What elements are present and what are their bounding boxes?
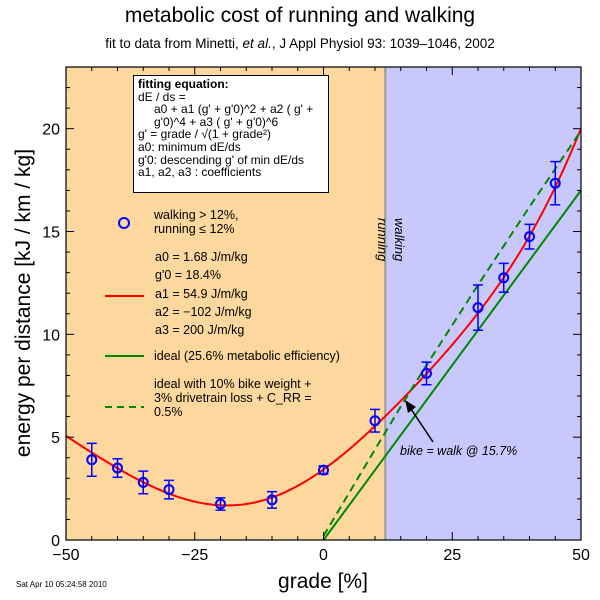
annotation-arrow <box>408 405 434 443</box>
y-axis-label: energy per distance [kJ / km / kg] <box>12 149 35 457</box>
data-point <box>266 494 278 506</box>
y-tick-label: 5 <box>51 430 60 447</box>
y-tick-label: 0 <box>51 533 60 550</box>
subtitle-citation: , J Appl Physiol 93: 1039–1046, 2002 <box>271 36 495 51</box>
equation-heading: fitting equation: <box>138 77 229 91</box>
equation-line-1: dE / ds = <box>138 89 186 104</box>
data-point <box>163 484 175 496</box>
running-region-label: running <box>375 218 390 262</box>
data-point <box>215 498 226 510</box>
fitting-equation-box: fitting equation: dE / ds = a0 + a1 (g' … <box>133 75 329 193</box>
x-axis-label: grade [%] <box>278 570 368 593</box>
equation-line-2: a0 + a1 (g' + g'0)^2 + a2 ( g' + g'0)^4 … <box>154 102 314 129</box>
equation-line-5: g'0: descending g' of min dE/ds <box>138 152 305 167</box>
subtitle-prefix: fit to data from Minetti, <box>105 36 243 51</box>
data-point <box>524 231 535 243</box>
legend-text-points: walking > 12%, running ≤ 12% <box>154 208 239 236</box>
legend-text-ideal-bike: ideal with 10% bike weight + 3% drivetra… <box>154 377 312 419</box>
fit-param-a3: a3 = 200 J/m/kg <box>155 323 245 337</box>
x-tick-label: −25 <box>181 547 208 564</box>
chart-title: metabolic cost of running and walking <box>124 4 476 27</box>
annotation-arrowhead <box>405 400 416 413</box>
data-point <box>472 302 484 314</box>
data-point <box>421 367 432 379</box>
legend-marker-points <box>118 217 130 229</box>
x-tick-label: 25 <box>443 547 461 564</box>
data-point <box>498 272 510 284</box>
data-point <box>369 415 381 427</box>
axis-tick-labels: −50 −25 0 25 50 0 5 10 15 20 <box>42 122 590 564</box>
equation-line-6: a1, a2, a3 : coefficients <box>138 165 262 180</box>
subtitle-etal: et al. <box>242 36 272 51</box>
ideal-efficiency-line <box>322 189 581 540</box>
fit-param-a1: a1 = 54.9 J/m/kg <box>155 287 248 301</box>
data-point <box>137 476 149 488</box>
crossover-annotation: bike = walk @ 15.7% <box>400 444 518 458</box>
chart-subtitle: fit to data from Minetti, et al., J Appl… <box>0 36 600 51</box>
data-points-layer <box>86 160 561 511</box>
axis-ticks <box>65 66 582 541</box>
equation-line-3: g' = grade / √(1 + grade²) <box>138 127 271 142</box>
data-point <box>318 464 329 476</box>
fit-param-g0: g'0 = 18.4% <box>155 268 221 282</box>
data-point <box>549 177 561 189</box>
x-tick-label: −50 <box>52 547 79 564</box>
fit-param-a2: a2 = −102 J/m/kg <box>155 305 252 319</box>
y-tick-label: 10 <box>42 327 60 344</box>
legend-text-ideal: ideal (25.6% metabolic efficiency) <box>154 349 340 363</box>
fit-param-a0: a0 = 1.68 J/m/kg <box>155 250 248 264</box>
timestamp: Sat Apr 10 05:24:58 2010 <box>16 580 107 589</box>
walking-region-background <box>385 67 581 540</box>
data-point <box>86 454 98 466</box>
x-tick-label: 50 <box>572 547 590 564</box>
walking-region-label: walking <box>392 218 407 262</box>
equation-line-4: a0: minimum dE/ds <box>138 139 241 154</box>
y-tick-label: 15 <box>42 225 60 242</box>
x-tick-label: 0 <box>319 547 328 564</box>
data-point <box>112 462 123 474</box>
y-tick-label: 20 <box>42 122 60 139</box>
